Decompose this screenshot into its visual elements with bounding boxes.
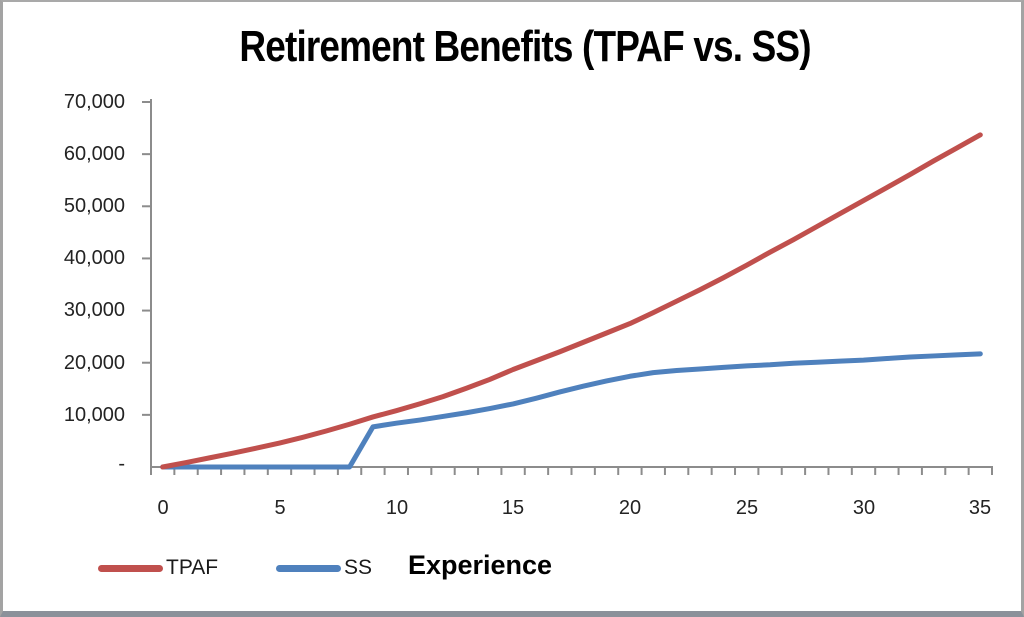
y-tick-label-20000: 20,000 [63, 352, 125, 374]
series-line-tpaf [160, 132, 983, 470]
y-tick-label-50000: 50,000 [63, 195, 125, 217]
y-tick-label-0: - [118, 453, 125, 475]
x-tick-label-30: 30 [852, 497, 876, 519]
plot-area [142, 99, 993, 475]
series-line-ss [160, 351, 983, 470]
x-tick-label-20: 20 [618, 497, 642, 519]
y-tick-label-30000: 30,000 [63, 299, 125, 321]
legend-tpaf-line-icon [98, 565, 163, 572]
x-tick-label-5: 5 [274, 497, 286, 519]
chart-title: Retirement Benefits (TPAF vs. SS) [3, 22, 1021, 72]
legend-ss-line-icon [276, 565, 341, 572]
x-tick-label-25: 25 [735, 497, 759, 519]
y-tick-label-40000: 40,000 [63, 247, 125, 269]
x-tick-label-0: 0 [157, 497, 169, 519]
chart-title-text: Retirement Benefits (TPAF vs. SS) [239, 22, 811, 71]
y-tick-label-10000: 10,000 [63, 404, 125, 426]
y-tick-label-70000: 70,000 [63, 91, 125, 113]
x-tick-label-35: 35 [968, 497, 992, 519]
legend-label-ss: SS [344, 556, 373, 579]
x-tick-label-10: 10 [385, 497, 409, 519]
legend-label-tpaf: TPAF [166, 556, 219, 579]
x-tick-label-15: 15 [501, 497, 525, 519]
y-tick-label-60000: 60,000 [63, 143, 125, 165]
x-axis-title: Experience [407, 550, 553, 580]
